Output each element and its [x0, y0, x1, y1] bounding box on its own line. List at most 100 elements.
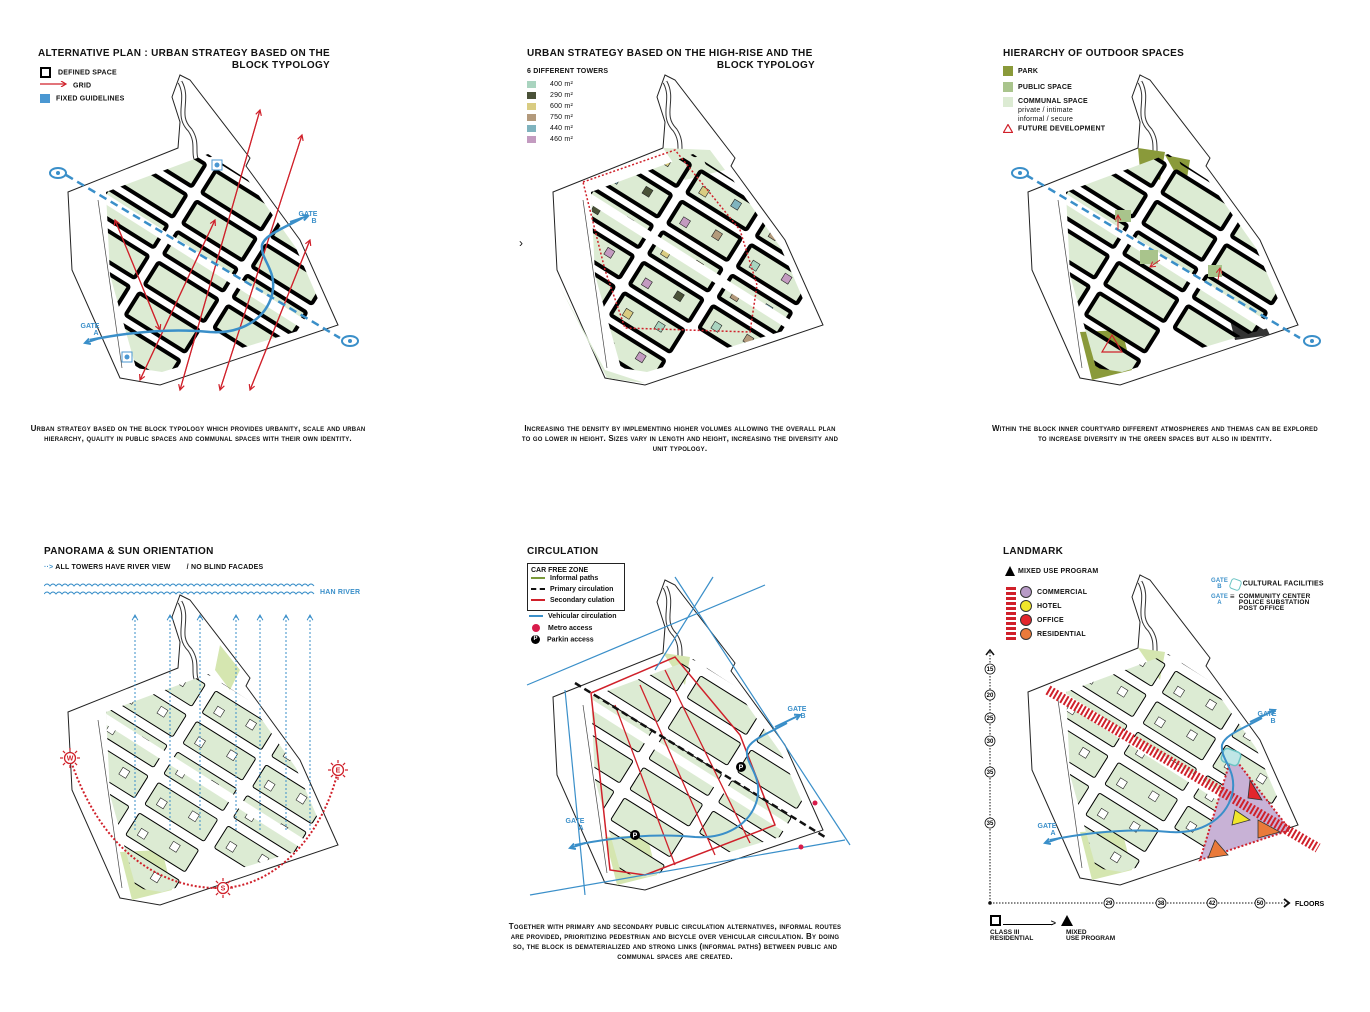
urban-block [591, 724, 634, 783]
park-swatch [1003, 66, 1013, 76]
tower [679, 216, 691, 229]
grid-arrow [219, 134, 303, 391]
line-swatch [531, 588, 545, 591]
legend-grid: GRID [40, 80, 125, 94]
high-rise-caption: Increasing the density by implementing h… [521, 424, 839, 453]
x-axis-arrow [1283, 898, 1291, 908]
sun-disc [216, 881, 230, 895]
gate-a-arrow-head [568, 842, 577, 851]
y-tick-circle [984, 735, 996, 747]
gate-b-arrow-head [301, 213, 310, 222]
sun-ray [74, 750, 78, 754]
link-arrow-head [1149, 261, 1157, 268]
urban-block [1143, 701, 1216, 761]
gate-a-label-letter: A [93, 330, 98, 337]
urban-block [124, 291, 200, 354]
river-label: HAN RIVER [320, 589, 361, 596]
program-dot-icon [1020, 628, 1032, 640]
vehicular-road [529, 839, 846, 896]
urban-block [609, 291, 685, 354]
frontage-line [97, 719, 123, 889]
metro-access-icon [812, 800, 818, 806]
gate-b-arrow-head [1268, 708, 1277, 716]
outdoor-caption: Within the block inner courtyard differe… [992, 424, 1318, 443]
grid-arrow-head [139, 373, 146, 382]
tower [1078, 746, 1091, 759]
secondary-circulation [664, 669, 751, 844]
program-dot-icon [1020, 600, 1032, 612]
view-axis [1025, 173, 1301, 340]
urban-block [1085, 793, 1159, 852]
hatch-band-icon [1006, 587, 1016, 641]
circulation-legend-item: Metro access [529, 624, 616, 635]
tower-swatch [527, 102, 536, 110]
y-axis-arrow [985, 648, 995, 656]
gate-a-arrow [84, 337, 101, 344]
vehicular-road [526, 584, 766, 686]
tower [1255, 772, 1268, 785]
program-legend-item: RESIDENTIAL [1020, 628, 1087, 642]
vehicular-line-icon [529, 615, 543, 618]
x-tick-label: 29 [1106, 901, 1113, 907]
vehicular-road [654, 576, 714, 671]
gate-a-label-letter: A [1050, 830, 1055, 837]
panorama-legend: ··> ALL TOWERS HAVE RIVER VIEW / NO BLIN… [44, 564, 264, 571]
urban-block [687, 676, 760, 735]
sun-ray [62, 762, 66, 766]
eye-pupil [56, 171, 60, 175]
red-arrow-icon [40, 80, 68, 90]
urban-block [1160, 169, 1237, 232]
grid-arrow-head [248, 383, 256, 392]
gate-b-label-letter: B [1270, 718, 1275, 725]
gate-route [89, 216, 303, 342]
sun-icon: E [328, 760, 348, 780]
parking-letter: P [633, 833, 638, 840]
tower-legend-item: 290 m² [527, 91, 608, 102]
legend-fixed-guidelines: FIXED GUIDELINES [40, 94, 125, 103]
urban-block [202, 691, 275, 750]
urban-block [181, 200, 258, 262]
tower [640, 277, 653, 290]
gate-a-arrow-head [1043, 837, 1052, 846]
tower [711, 229, 723, 242]
tower [641, 185, 654, 198]
to-label: MIXED USE PROGRAM [1066, 929, 1116, 942]
urban-block [685, 169, 762, 232]
sun-ray [342, 762, 346, 766]
gate-b-label: GATE [1258, 711, 1277, 718]
wave-line [44, 591, 315, 595]
program-dot-icon [1020, 586, 1032, 598]
x-tick-label: 50 [1257, 901, 1264, 907]
car-free-zone-box: CAR FREE ZONE Informal paths Primary circ… [527, 563, 625, 611]
chevron-right-icon[interactable]: › [519, 236, 523, 250]
eye-icon [1011, 167, 1029, 179]
landmark-title: LANDMARK [1003, 546, 1064, 557]
x-tick-circle [1206, 897, 1218, 909]
tower [187, 810, 200, 823]
tower-swatch [527, 135, 536, 143]
cultural-legend: GATE B CULTURAL FACILITIES [1211, 576, 1324, 592]
frontage-line [1057, 199, 1083, 369]
tower-legend-item: 440 m² [527, 124, 608, 135]
frontage-line [582, 704, 608, 874]
circulation-title: CIRCULATION [527, 546, 599, 557]
green-area [663, 148, 725, 180]
river-path-inner [178, 601, 202, 687]
sun-icon: S [213, 878, 233, 898]
sun-label: E [336, 768, 341, 775]
grid-arrow-head [218, 383, 225, 392]
outdoor-title: HIERARCHY OF OUTDOOR SPACES [1003, 48, 1185, 59]
triangle-icon [1061, 915, 1074, 926]
tower-legend-item: 400 m² [527, 80, 608, 91]
hotel-tower [1231, 809, 1251, 826]
sun-ray [342, 774, 346, 778]
urban-block [629, 767, 703, 827]
tower-legend-item: 460 m² [527, 135, 608, 146]
tower-swatch [527, 80, 536, 88]
alt-plan-title: ALTERNATIVE PLAN : URBAN STRATEGY BASED … [38, 48, 330, 71]
panorama-site-diagram: W E S [60, 594, 348, 906]
urban-block [183, 721, 256, 781]
tower [1116, 685, 1129, 698]
circulation-legend: Vehicular circulation Metro access P Parkin… [529, 613, 616, 646]
